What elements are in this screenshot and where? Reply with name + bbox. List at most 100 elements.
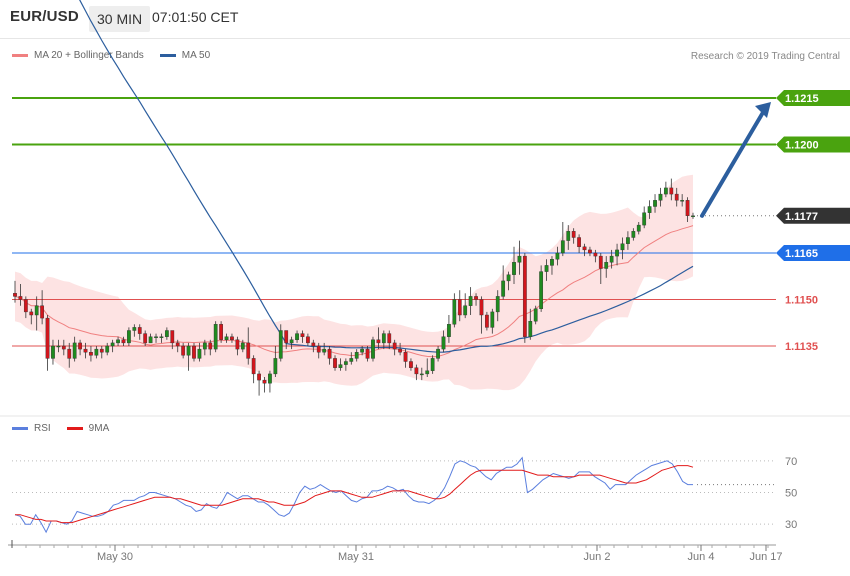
- price-tag-text: 1.1165: [785, 248, 818, 260]
- candle-body: [376, 339, 381, 344]
- candle-body: [13, 293, 17, 297]
- candle-body: [246, 342, 251, 359]
- candle-body: [414, 367, 419, 375]
- candle-body: [544, 265, 549, 272]
- bollinger-swatch: [12, 54, 28, 57]
- candle-body: [685, 200, 690, 217]
- candle-body: [333, 358, 337, 368]
- price-tag-text: 1.1150: [785, 295, 818, 307]
- candle: [61, 339, 66, 356]
- candle-body: [23, 299, 28, 313]
- candle-body: [61, 345, 66, 350]
- candle: [154, 333, 158, 343]
- candle-body: [506, 274, 511, 282]
- rsi-legend: RSI 9MA: [12, 423, 109, 434]
- price-tag-1.1135: 1.1135: [785, 341, 818, 353]
- time-label-jun-4: Jun 4: [688, 551, 715, 563]
- candle: [501, 265, 506, 300]
- candle-body: [343, 361, 348, 365]
- candle-body: [381, 333, 386, 344]
- candle: [571, 228, 576, 244]
- ma9-swatch: [66, 427, 83, 430]
- candle-body: [490, 311, 495, 328]
- candle-body: [419, 373, 424, 376]
- price-legend: MA 20 + Bollinger Bands MA 50: [12, 50, 210, 61]
- candle: [327, 346, 332, 365]
- candle: [376, 327, 381, 350]
- candle-body: [164, 330, 169, 337]
- candle-body: [262, 379, 267, 384]
- candle: [278, 324, 283, 362]
- candle-body: [338, 364, 343, 368]
- candle-body: [251, 358, 256, 375]
- rsi-legend-label: RSI: [34, 423, 51, 434]
- candle: [598, 253, 603, 284]
- candle: [29, 308, 34, 325]
- candle-body: [300, 333, 305, 337]
- candle: [181, 342, 186, 359]
- candle-body: [45, 317, 50, 359]
- candle: [474, 293, 478, 306]
- rsi-panel: 30 50 70: [0, 415, 850, 534]
- candle: [360, 346, 365, 356]
- price-tag-text: 1.1177: [785, 211, 818, 223]
- candle: [485, 311, 489, 331]
- rsi-9ma-line: [15, 465, 694, 524]
- candle: [588, 246, 592, 257]
- candle: [51, 339, 55, 365]
- rsi-tick-50: 50: [785, 488, 797, 500]
- candle-body: [609, 255, 614, 263]
- candle: [197, 342, 202, 362]
- candle-body: [604, 262, 609, 269]
- candle: [517, 240, 522, 275]
- candle: [105, 342, 110, 356]
- candle: [642, 206, 647, 229]
- candle: [447, 315, 451, 343]
- candle: [479, 296, 484, 334]
- candle-body: [235, 339, 240, 350]
- rsi-tick-30: 30: [785, 519, 797, 531]
- candle: [533, 305, 538, 325]
- candle-body: [143, 333, 148, 344]
- candle-body: [425, 370, 430, 375]
- candle-body: [588, 249, 592, 254]
- projection-arrow-head: [755, 102, 771, 118]
- candle-body: [479, 299, 484, 316]
- candle-body: [316, 345, 321, 353]
- candle-body: [89, 352, 93, 356]
- candle-body: [582, 246, 587, 251]
- candle-body: [430, 358, 435, 371]
- price-tag-box: [776, 245, 850, 261]
- candle: [338, 358, 343, 371]
- candle-body: [447, 324, 451, 337]
- candle-body: [56, 345, 61, 348]
- candle-body: [539, 271, 544, 310]
- candle: [669, 178, 674, 201]
- candle: [23, 296, 28, 319]
- candle: [414, 364, 419, 381]
- candle-body: [360, 348, 365, 353]
- candle: [121, 336, 126, 346]
- candle: [159, 333, 164, 343]
- price-tag-1.1177: 1.1177: [776, 207, 850, 224]
- price-tag-text: 1.1200: [785, 140, 819, 152]
- candle-body: [441, 336, 446, 350]
- candle-body: [34, 305, 39, 316]
- candle-body: [127, 330, 131, 344]
- candle-body: [67, 348, 72, 359]
- candle-body: [311, 342, 316, 347]
- candle-body: [474, 296, 478, 300]
- candle-body: [208, 342, 213, 350]
- candle: [311, 339, 316, 353]
- candle-body: [349, 358, 354, 362]
- candle: [593, 249, 598, 263]
- candle-body: [615, 249, 619, 257]
- ma50-line: [79, 0, 694, 353]
- candle-body: [295, 333, 299, 341]
- candle: [170, 330, 175, 350]
- price-tag-box: [776, 90, 850, 106]
- candle-body: [132, 327, 137, 331]
- symbol-label[interactable]: EUR/USD: [10, 8, 79, 25]
- timeframe-button[interactable]: 30 MIN: [89, 6, 151, 32]
